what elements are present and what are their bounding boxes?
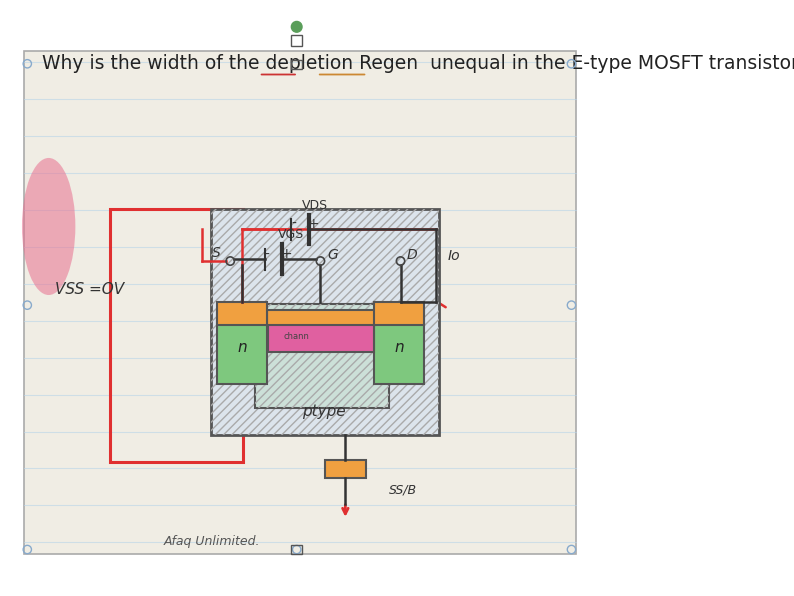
Ellipse shape [22, 158, 75, 295]
Text: Afaq Unlimited.: Afaq Unlimited. [164, 535, 260, 548]
Text: SS/B: SS/B [389, 483, 417, 496]
Text: chann: chann [283, 332, 310, 342]
FancyBboxPatch shape [255, 304, 389, 408]
Text: -: - [291, 216, 296, 231]
FancyBboxPatch shape [217, 302, 267, 325]
Text: -: - [264, 247, 269, 262]
Text: G: G [328, 248, 338, 262]
Text: VGS: VGS [278, 228, 304, 241]
FancyBboxPatch shape [326, 460, 365, 478]
Text: +: + [307, 216, 319, 231]
FancyBboxPatch shape [217, 310, 267, 384]
FancyBboxPatch shape [268, 322, 374, 352]
FancyBboxPatch shape [210, 209, 439, 435]
FancyBboxPatch shape [267, 310, 376, 325]
Circle shape [291, 21, 302, 32]
Text: Why is the width of the depletion Regen  unequal in the E-type MOSFT transistor : Why is the width of the depletion Regen … [41, 54, 794, 73]
Text: S: S [212, 246, 221, 260]
Text: +: + [281, 247, 292, 262]
Text: VDS: VDS [302, 198, 328, 212]
Text: D: D [407, 248, 417, 262]
FancyBboxPatch shape [374, 310, 424, 384]
FancyBboxPatch shape [374, 302, 424, 325]
Text: Io: Io [448, 249, 461, 263]
FancyBboxPatch shape [24, 51, 576, 554]
Text: ptype: ptype [302, 403, 345, 419]
Text: n: n [395, 340, 404, 355]
Text: VSS =OV: VSS =OV [55, 281, 124, 297]
Text: n: n [237, 340, 247, 355]
